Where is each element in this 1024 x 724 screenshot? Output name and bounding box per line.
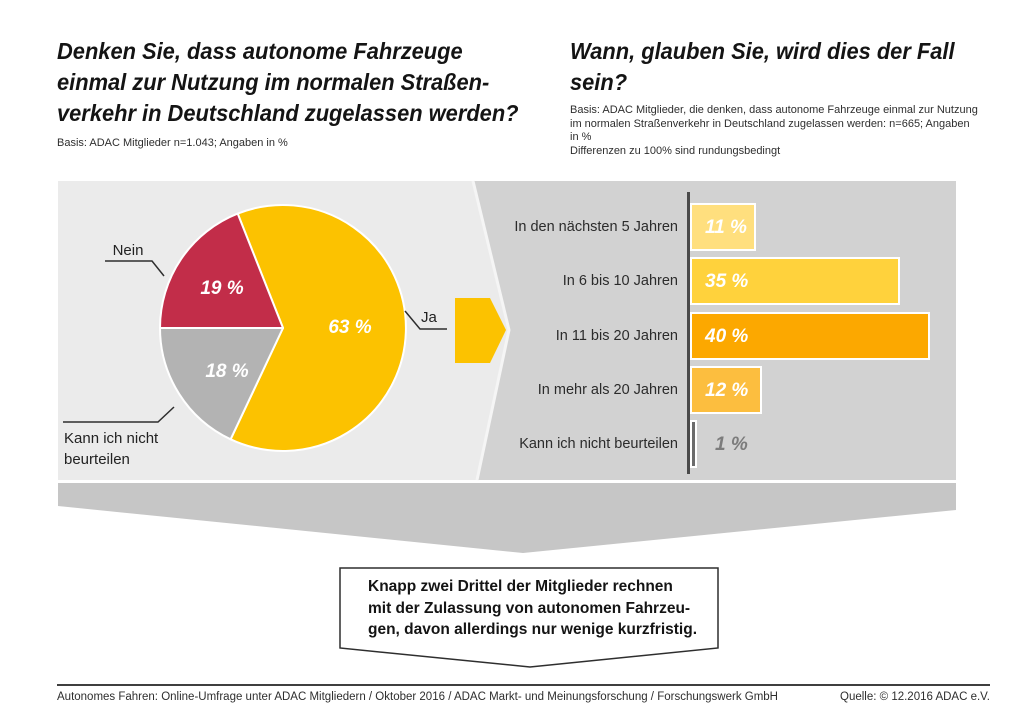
callout-summary: Knapp zwei Drittel der Mitglieder rechne… [368, 578, 697, 638]
bar: 35 % [690, 257, 900, 305]
question-right-title: Wann, glauben Sie, wird dies der Fall se… [570, 36, 955, 98]
bar: 1 % [690, 420, 748, 468]
pie-slice-ja [229, 203, 407, 452]
leader-line-kann [63, 406, 175, 423]
basis-note-left: Basis: ADAC Mitglieder n=1.043; Angaben … [57, 137, 288, 149]
pie-value-kann: 18 % [205, 361, 249, 382]
footer-source-right: Quelle: © 12.2016 ADAC e.V. [840, 691, 990, 703]
leader-line-ja [404, 310, 447, 330]
flow-arrow-right-icon [455, 298, 506, 363]
bar-category-label: In 6 bis 10 Jahren [562, 273, 678, 289]
bar-value-label: 35 % [705, 271, 749, 292]
bar-value-label: 11 % [705, 217, 747, 238]
bar-row: In 6 bis 10 Jahren 35 % [0, 257, 1024, 305]
bar-row: In 11 bis 20 Jahren 40 % [0, 312, 1024, 360]
pie-value-nein: 19 % [200, 278, 244, 299]
bar-category-label: In mehr als 20 Jahren [537, 382, 678, 398]
bar-row: Kann ich nicht beurteilen 1 % [0, 420, 1024, 468]
title-line: verkehr in Deutschland zugelassen werden… [57, 100, 519, 126]
bar-row: In mehr als 20 Jahren 12 % [0, 366, 1024, 414]
bar: 11 % [690, 203, 756, 251]
basis-note-right: Basis: ADAC Mitglieder, die denken, dass… [570, 104, 978, 157]
bar-value-label: 40 % [705, 326, 749, 347]
flow-arrow-down-band [58, 483, 956, 553]
bar-value-label: 1 % [715, 434, 748, 455]
pie-label-ja: Ja [421, 309, 437, 326]
bar-row: In den nächsten 5 Jahren 11 % [0, 203, 1024, 251]
pie-slice-kann-ich-nicht-beurteilen [159, 327, 284, 441]
bar-value-label: 12 % [705, 380, 749, 401]
leader-line-nein [105, 260, 165, 277]
title-line: sein? [570, 69, 628, 95]
title-line: Denken Sie, dass autonome Fahrzeuge [57, 38, 463, 64]
question-left-title: Denken Sie, dass autonome Fahrzeuge einm… [57, 36, 519, 129]
pie-label-kann-ich-nicht-beurteilen: Kann ich nicht beurteilen [64, 430, 159, 468]
bar-category-label: In 11 bis 20 Jahren [555, 328, 678, 344]
bar-category-label: Kann ich nicht beurteilen [519, 436, 678, 452]
title-line: Wann, glauben Sie, wird dies der Fall [570, 38, 955, 64]
pie-chart [159, 203, 407, 452]
bar-category-label: In den nächsten 5 Jahren [514, 219, 678, 235]
pie-label-nein: Nein [112, 242, 144, 259]
panel-seam [471, 180, 511, 481]
pie-value-ja: 63 % [328, 317, 372, 338]
bar: 40 % [690, 312, 930, 360]
pie-slice-nein [159, 212, 284, 329]
title-line: einmal zur Nutzung im normalen Straßen- [57, 69, 490, 95]
callout-box [339, 567, 719, 668]
bar: 12 % [690, 366, 762, 414]
footer-source-left: Autonomes Fahren: Online-Umfrage unter A… [57, 691, 778, 703]
